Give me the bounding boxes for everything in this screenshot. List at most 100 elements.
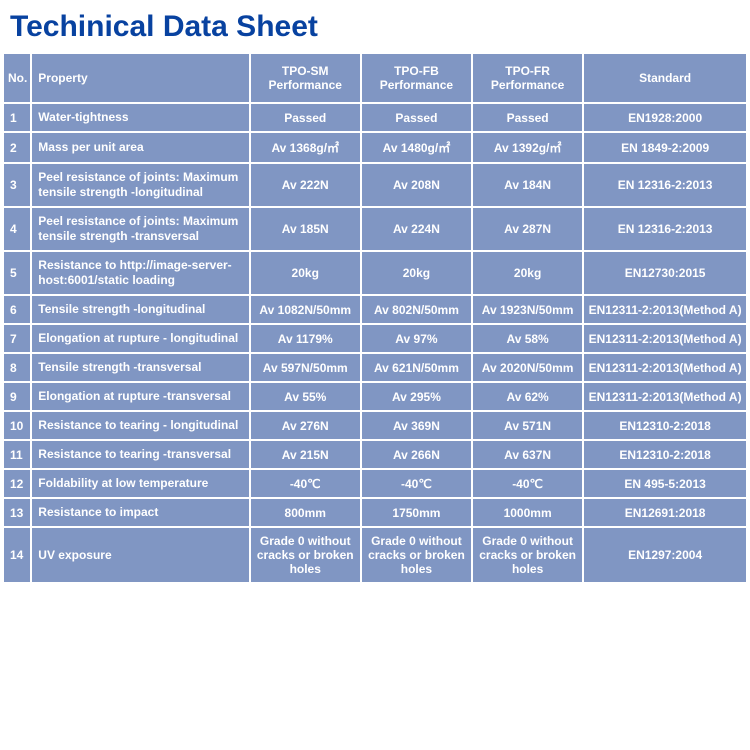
- table-row: 4Peel resistance of joints: Maximum tens…: [4, 208, 746, 250]
- cell-standard: EN1297:2004: [584, 528, 746, 582]
- cell-standard: EN12310-2:2018: [584, 412, 746, 439]
- col-header-tpo-fb: TPO-FB Performance: [362, 54, 471, 102]
- table-row: 3Peel resistance of joints: Maximum tens…: [4, 164, 746, 206]
- cell-tpo-fb: Av 369N: [362, 412, 471, 439]
- cell-tpo-fb: Av 97%: [362, 325, 471, 352]
- col-header-property: Property: [32, 54, 248, 102]
- cell-property: Resistance to tearing -transversal: [32, 441, 248, 468]
- cell-property: UV exposure: [32, 528, 248, 582]
- table-row: 5Resistance to http://image-server-host:…: [4, 252, 746, 294]
- cell-standard: EN12310-2:2018: [584, 441, 746, 468]
- cell-tpo-fr: Av 287N: [473, 208, 582, 250]
- cell-tpo-sm: Passed: [251, 104, 360, 131]
- cell-tpo-fb: Grade 0 without cracks or broken holes: [362, 528, 471, 582]
- cell-no: 4: [4, 208, 30, 250]
- table-row: 1Water-tightnessPassedPassedPassedEN1928…: [4, 104, 746, 131]
- cell-tpo-fr: Av 2020N/50mm: [473, 354, 582, 381]
- cell-standard: EN1928:2000: [584, 104, 746, 131]
- cell-tpo-fb: 20kg: [362, 252, 471, 294]
- cell-no: 9: [4, 383, 30, 410]
- cell-tpo-fr: Av 1392g/㎡: [473, 133, 582, 162]
- cell-tpo-sm: Av 597N/50mm: [251, 354, 360, 381]
- cell-tpo-fb: Av 224N: [362, 208, 471, 250]
- cell-tpo-fb: Av 295%: [362, 383, 471, 410]
- col-header-standard: Standard: [584, 54, 746, 102]
- cell-tpo-fb: Av 621N/50mm: [362, 354, 471, 381]
- cell-property: Tensile strength -longitudinal: [32, 296, 248, 323]
- cell-tpo-fb: Av 1480g/㎡: [362, 133, 471, 162]
- cell-tpo-sm: Av 1082N/50mm: [251, 296, 360, 323]
- cell-property: Resistance to impact: [32, 499, 248, 526]
- cell-tpo-sm: Av 55%: [251, 383, 360, 410]
- cell-tpo-sm: Av 215N: [251, 441, 360, 468]
- cell-tpo-fb: Av 208N: [362, 164, 471, 206]
- cell-tpo-fb: Passed: [362, 104, 471, 131]
- cell-tpo-sm: Grade 0 without cracks or broken holes: [251, 528, 360, 582]
- cell-tpo-fr: Av 58%: [473, 325, 582, 352]
- cell-property: Peel resistance of joints: Maximum tensi…: [32, 164, 248, 206]
- cell-tpo-fr: Passed: [473, 104, 582, 131]
- data-table: No. Property TPO-SM Performance TPO-FB P…: [2, 52, 748, 584]
- page-title: Techinical Data Sheet: [0, 0, 750, 52]
- table-row: 10Resistance to tearing - longitudinalAv…: [4, 412, 746, 439]
- cell-no: 11: [4, 441, 30, 468]
- cell-tpo-sm: Av 276N: [251, 412, 360, 439]
- cell-tpo-fr: Av 571N: [473, 412, 582, 439]
- cell-tpo-sm: 800mm: [251, 499, 360, 526]
- cell-tpo-sm: -40℃: [251, 470, 360, 497]
- cell-no: 10: [4, 412, 30, 439]
- cell-tpo-sm: Av 222N: [251, 164, 360, 206]
- col-header-no: No.: [4, 54, 30, 102]
- cell-no: 5: [4, 252, 30, 294]
- cell-standard: EN12730:2015: [584, 252, 746, 294]
- cell-no: 6: [4, 296, 30, 323]
- cell-standard: EN12691:2018: [584, 499, 746, 526]
- cell-no: 3: [4, 164, 30, 206]
- cell-standard: EN12311-2:2013(Method A): [584, 296, 746, 323]
- cell-property: Foldability at low temperature: [32, 470, 248, 497]
- cell-no: 8: [4, 354, 30, 381]
- cell-tpo-fr: Av 637N: [473, 441, 582, 468]
- cell-property: Peel resistance of joints: Maximum tensi…: [32, 208, 248, 250]
- cell-property: Water-tightness: [32, 104, 248, 131]
- cell-property: Tensile strength -transversal: [32, 354, 248, 381]
- cell-property: Elongation at rupture - longitudinal: [32, 325, 248, 352]
- cell-tpo-fb: Av 266N: [362, 441, 471, 468]
- table-row: 13Resistance to impact800mm1750mm1000mmE…: [4, 499, 746, 526]
- table-row: 6Tensile strength -longitudinalAv 1082N/…: [4, 296, 746, 323]
- cell-tpo-sm: Av 1179%: [251, 325, 360, 352]
- table-row: 2Mass per unit areaAv 1368g/㎡Av 1480g/㎡A…: [4, 133, 746, 162]
- cell-tpo-fr: Grade 0 without cracks or broken holes: [473, 528, 582, 582]
- cell-tpo-fb: 1750mm: [362, 499, 471, 526]
- table-row: 7Elongation at rupture - longitudinalAv …: [4, 325, 746, 352]
- cell-standard: EN12311-2:2013(Method A): [584, 354, 746, 381]
- cell-property: Mass per unit area: [32, 133, 248, 162]
- cell-tpo-fb: Av 802N/50mm: [362, 296, 471, 323]
- cell-standard: EN 12316-2:2013: [584, 164, 746, 206]
- cell-tpo-fr: Av 1923N/50mm: [473, 296, 582, 323]
- cell-tpo-sm: Av 185N: [251, 208, 360, 250]
- cell-property: Resistance to http://image-server-host:6…: [32, 252, 248, 294]
- cell-tpo-fr: Av 184N: [473, 164, 582, 206]
- cell-standard: EN 495-5:2013: [584, 470, 746, 497]
- cell-standard: EN12311-2:2013(Method A): [584, 325, 746, 352]
- cell-tpo-sm: Av 1368g/㎡: [251, 133, 360, 162]
- cell-no: 12: [4, 470, 30, 497]
- table-row: 9Elongation at rupture -transversalAv 55…: [4, 383, 746, 410]
- cell-property: Elongation at rupture -transversal: [32, 383, 248, 410]
- cell-tpo-fr: -40℃: [473, 470, 582, 497]
- table-row: 14UV exposureGrade 0 without cracks or b…: [4, 528, 746, 582]
- cell-standard: EN 12316-2:2013: [584, 208, 746, 250]
- cell-tpo-fr: 20kg: [473, 252, 582, 294]
- table-header-row: No. Property TPO-SM Performance TPO-FB P…: [4, 54, 746, 102]
- col-header-tpo-sm: TPO-SM Performance: [251, 54, 360, 102]
- col-header-tpo-fr: TPO-FR Performance: [473, 54, 582, 102]
- cell-no: 14: [4, 528, 30, 582]
- cell-no: 1: [4, 104, 30, 131]
- cell-property: Resistance to tearing - longitudinal: [32, 412, 248, 439]
- cell-no: 2: [4, 133, 30, 162]
- cell-standard: EN12311-2:2013(Method A): [584, 383, 746, 410]
- table-row: 11Resistance to tearing -transversalAv 2…: [4, 441, 746, 468]
- cell-tpo-fr: 1000mm: [473, 499, 582, 526]
- table-row: 12Foldability at low temperature-40℃-40℃…: [4, 470, 746, 497]
